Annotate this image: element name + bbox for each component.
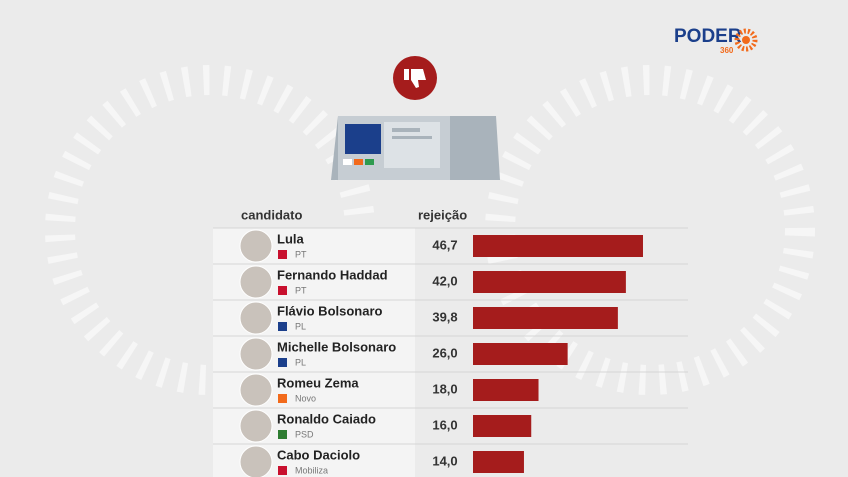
- avatar: [239, 265, 273, 299]
- party-name: PT: [295, 249, 307, 259]
- logo-number: 360: [720, 46, 734, 55]
- thumbs-down-icon: [393, 56, 437, 100]
- logo: PODER 360: [674, 26, 758, 55]
- party-name: Mobiliza: [295, 465, 328, 475]
- party-icon: [278, 322, 287, 331]
- value-label: 26,0: [432, 345, 457, 360]
- avatar: [239, 301, 273, 335]
- value-label: 39,8: [432, 309, 457, 324]
- bar: [473, 307, 618, 329]
- value-label: 18,0: [432, 381, 457, 396]
- avatar: [239, 409, 273, 443]
- value-label: 14,0: [432, 453, 457, 468]
- value-label: 46,7: [432, 237, 457, 252]
- logo-name: PODER: [674, 26, 742, 47]
- logo-sun-core: [742, 36, 750, 44]
- bar: [473, 271, 626, 293]
- candidate-name: Lula: [277, 231, 304, 246]
- party-name: Novo: [295, 393, 316, 403]
- value-label: 42,0: [432, 273, 457, 288]
- party-icon: [278, 358, 287, 367]
- avatar: [239, 229, 273, 263]
- bar: [473, 343, 568, 365]
- bar: [473, 235, 643, 257]
- bar: [473, 415, 532, 437]
- voting-machine: [331, 116, 500, 180]
- avatar: [239, 337, 273, 371]
- category-header: candidato: [241, 207, 302, 222]
- party-icon: [278, 394, 287, 403]
- candidate-name: Fernando Haddad: [277, 267, 388, 282]
- party-icon: [278, 250, 287, 259]
- bar: [473, 451, 524, 473]
- candidate-name: Romeu Zema: [277, 375, 359, 390]
- candidate-name: Flávio Bolsonaro: [277, 303, 383, 318]
- value-header: rejeição: [418, 207, 467, 222]
- value-label: 16,0: [432, 417, 457, 432]
- party-icon: [278, 286, 287, 295]
- party-name: PL: [295, 357, 306, 367]
- party-icon: [278, 430, 287, 439]
- avatar: [239, 373, 273, 407]
- party-name: PSD: [295, 429, 314, 439]
- bar: [473, 379, 539, 401]
- candidate-name: Ronaldo Caiado: [277, 411, 376, 426]
- candidate-name: Cabo Daciolo: [277, 447, 360, 462]
- party-name: PT: [295, 285, 307, 295]
- logo-sun: [734, 28, 758, 52]
- candidate-name: Michelle Bolsonaro: [277, 339, 396, 354]
- party-icon: [278, 466, 287, 475]
- party-name: PL: [295, 321, 306, 331]
- avatar: [239, 445, 273, 477]
